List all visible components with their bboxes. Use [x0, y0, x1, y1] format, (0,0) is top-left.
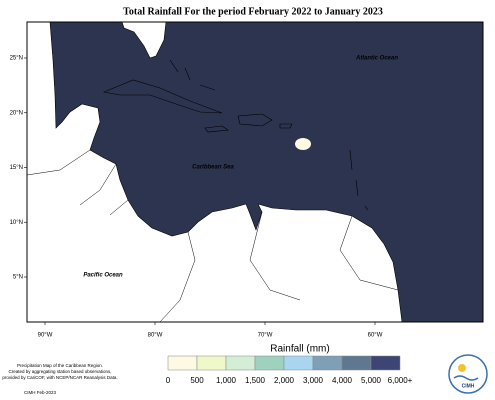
lat-axis: 25°N 20°N 15°N 10°N 5°N	[10, 56, 27, 281]
lon-axis: 90°W 80°W 70°W 60°W	[38, 322, 383, 339]
legend-label: 2,000	[274, 376, 295, 385]
logo-wave	[453, 375, 479, 381]
legend-swatch	[341, 355, 372, 371]
caption: Precipitation Map of the Caribbean Regio…	[2, 363, 117, 395]
islands	[102, 59, 369, 211]
lon-label: 80°W	[148, 333, 163, 339]
legend-label: 4,000	[332, 376, 353, 385]
lon-label: 60°W	[368, 333, 383, 339]
borders	[26, 149, 399, 323]
legend-swatch	[196, 355, 227, 371]
lat-label: 5°N	[13, 275, 23, 281]
legend-label: 6,000+	[388, 376, 413, 385]
legend-label: 500	[190, 376, 204, 385]
legend-label: 5,000	[361, 376, 382, 385]
lon-label: 90°W	[38, 333, 53, 339]
ocean-label: Caribbean Sea	[192, 165, 234, 171]
florida	[121, 21, 167, 59]
legend-label: 1,500	[245, 376, 266, 385]
title: Total Rainfall For the period February 2…	[123, 6, 383, 17]
legend-title: Rainfall (mm)	[270, 344, 329, 355]
legend-swatch	[283, 355, 314, 371]
legend-swatch	[254, 355, 285, 371]
legend-swatch	[312, 355, 343, 371]
logo-ring	[448, 354, 488, 394]
ocean-label: Atlantic Ocean	[355, 56, 398, 62]
lon-label: 70°W	[258, 333, 273, 339]
data-patch	[295, 138, 311, 150]
logo-text: CIMH	[462, 383, 475, 389]
logo-sun	[458, 364, 466, 372]
caption-line: Created by aggregating station based obs…	[8, 369, 111, 374]
legend-swatch	[370, 355, 401, 371]
legend-label: 1,000	[216, 376, 237, 385]
legend-swatch	[167, 355, 198, 371]
legend: 0 500 1,000 1,500 2,000 3,000 4,000 5,000 6,000+	[166, 355, 413, 385]
legend-label: 0	[166, 376, 171, 385]
legend-swatch	[225, 355, 256, 371]
caption-line: Precipitation Map of the Caribbean Regio…	[17, 363, 103, 368]
legend-label: 3,000	[303, 376, 324, 385]
caption-line: provided by CariCOF, with NCEP/NCAR Rean…	[2, 375, 117, 380]
lat-label: 15°N	[10, 165, 23, 171]
map-frame	[26, 21, 484, 323]
lat-label: 20°N	[10, 110, 23, 116]
map: Atlantic Ocean Caribbean Sea Pacific Oce…	[26, 21, 484, 323]
credit: CIMH Feb-2023	[24, 390, 57, 395]
lat-label: 25°N	[10, 56, 23, 62]
lat-label: 10°N	[10, 220, 23, 226]
logo: CIMH	[448, 354, 488, 394]
ocean-label: Pacific Ocean	[83, 273, 123, 279]
